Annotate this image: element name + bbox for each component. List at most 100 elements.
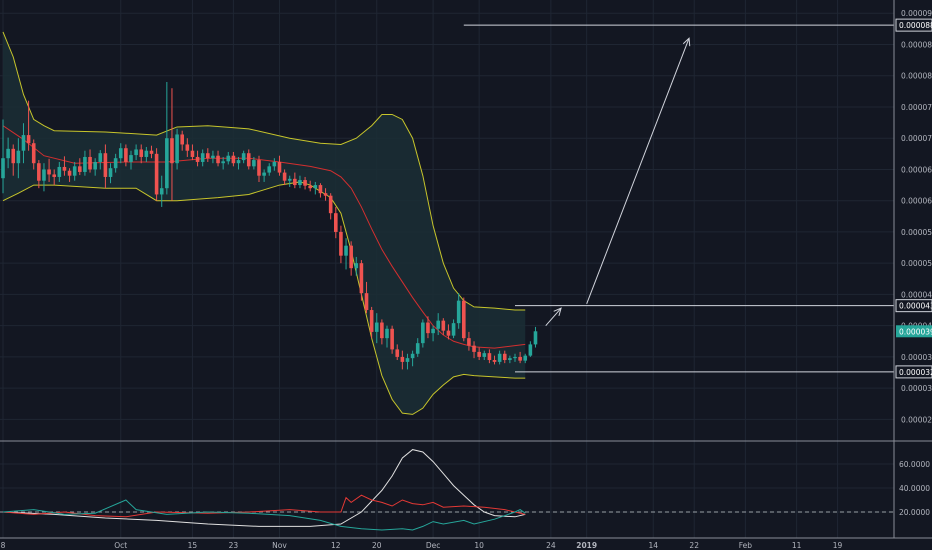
candle-body [83, 156, 87, 172]
time-axis-tick-label: 22 [689, 541, 699, 550]
candle-body [487, 353, 492, 361]
candle-body [513, 356, 517, 359]
candle-body [231, 155, 236, 164]
candle-body [415, 343, 420, 354]
candle-body [385, 328, 389, 339]
time-axis[interactable]: 8 Oct 15 23 Nov 12 20 Dec 10 24 2019 14 22 Feb 11 19 [1, 541, 843, 550]
indicator-axis-tick-label: 20.0000 [899, 508, 930, 517]
candle-body [339, 231, 343, 256]
candle-body [257, 160, 261, 176]
candle-body [118, 148, 123, 159]
candle-body [211, 155, 215, 159]
level-price-tag-label: 0.0000326 [899, 368, 932, 377]
level-price-tag [895, 365, 932, 379]
candle-body [359, 263, 364, 294]
candle-body [185, 144, 190, 151]
candle-body [303, 180, 307, 186]
time-axis-tick-label: 14 [648, 541, 658, 550]
time-axis-tick-label: 24 [546, 541, 556, 550]
candle-body [78, 166, 82, 172]
candle-body [431, 328, 435, 334]
candle-body [170, 138, 174, 164]
candle-body [267, 166, 272, 173]
candle-body [93, 161, 97, 170]
candle-body [72, 166, 77, 176]
candle-body [47, 169, 51, 175]
candle-body [421, 322, 425, 344]
time-axis-tick-label: Feb [739, 541, 753, 550]
candle-body [426, 322, 430, 334]
candle-body [52, 174, 56, 177]
projection-arrow-line [545, 307, 562, 326]
level-price-tag-label: 0.0000432 [899, 302, 932, 311]
candle-body [190, 150, 195, 157]
price-tags: 0.0000881 0.0000432 0.0000326 0.0000391 [895, 18, 932, 379]
candle-body [262, 172, 266, 176]
candle-body [323, 193, 328, 196]
candle-body [364, 293, 369, 311]
candle-body [523, 355, 528, 361]
candle-body [400, 356, 405, 362]
candle-body [456, 300, 461, 324]
candle-body [42, 169, 46, 181]
candle-body [436, 320, 440, 329]
indicator-axis[interactable]: 60.0000 40.0000 20.0000 [899, 460, 930, 517]
candle-body [395, 349, 400, 357]
candle-body [37, 163, 41, 181]
candle-body [374, 322, 379, 332]
price-axis-tick-label: 0.0000450 [901, 290, 932, 299]
candle-body [165, 138, 169, 189]
candle-body [6, 148, 10, 159]
time-axis-tick-label: Dec [426, 541, 441, 550]
candle-body [369, 310, 374, 332]
price-axis-tick-label: 0.0000250 [901, 415, 932, 424]
time-axis-tick-label: 20 [372, 541, 382, 550]
candle-body [21, 135, 26, 151]
candle-body [67, 170, 72, 176]
candle-body [508, 358, 512, 361]
candle-body [216, 155, 220, 164]
candle-body [462, 300, 466, 339]
price-axis-tick-label: 0.0000600 [901, 197, 932, 206]
candle-body [410, 353, 415, 359]
candle-body [308, 185, 312, 189]
indicator-axis-tick-label: 60.0000 [899, 460, 930, 469]
candle-body [349, 245, 353, 269]
candle-body [282, 172, 287, 181]
candle-body [502, 353, 507, 361]
time-axis-tick-label: 12 [331, 541, 341, 550]
candle-body [11, 148, 16, 164]
price-axis-tick-label: 0.0000300 [901, 384, 932, 393]
projection-arrow-head [682, 37, 691, 47]
last-price-tag-label: 0.0000391 [899, 327, 932, 336]
chart-grid [0, 0, 894, 538]
candle-body [334, 213, 338, 232]
candle-body [129, 155, 133, 162]
candle-body [277, 161, 282, 173]
candle-body [246, 153, 251, 167]
candle-body [451, 323, 456, 336]
price-axis-tick-label: 0.0000550 [901, 228, 932, 237]
price-axis[interactable]: 0.0000900 0.0000850 0.0000800 0.0000750 0.00… [901, 9, 932, 424]
candle-body [1, 158, 5, 179]
candle-body [26, 135, 31, 144]
level-price-tag-label: 0.0000881 [899, 21, 932, 30]
price-axis-tick-label: 0.0000900 [901, 9, 932, 18]
price-axis-tick-label: 0.0000750 [901, 103, 932, 112]
candle-body [16, 150, 21, 164]
candle-body [108, 168, 113, 177]
projection-arrow-line [586, 38, 690, 304]
candle-body [518, 356, 522, 361]
candle-body [467, 338, 471, 346]
candlestick-series [1, 81, 538, 370]
candle-body [528, 344, 533, 356]
candle-body [139, 149, 144, 157]
time-axis-tick-label: 10 [474, 541, 484, 550]
level-price-tag [895, 18, 932, 32]
indicator-axis-tick-label: 40.0000 [899, 484, 930, 493]
candle-body [103, 153, 108, 177]
candle-body [195, 156, 200, 162]
candle-body [272, 161, 277, 167]
